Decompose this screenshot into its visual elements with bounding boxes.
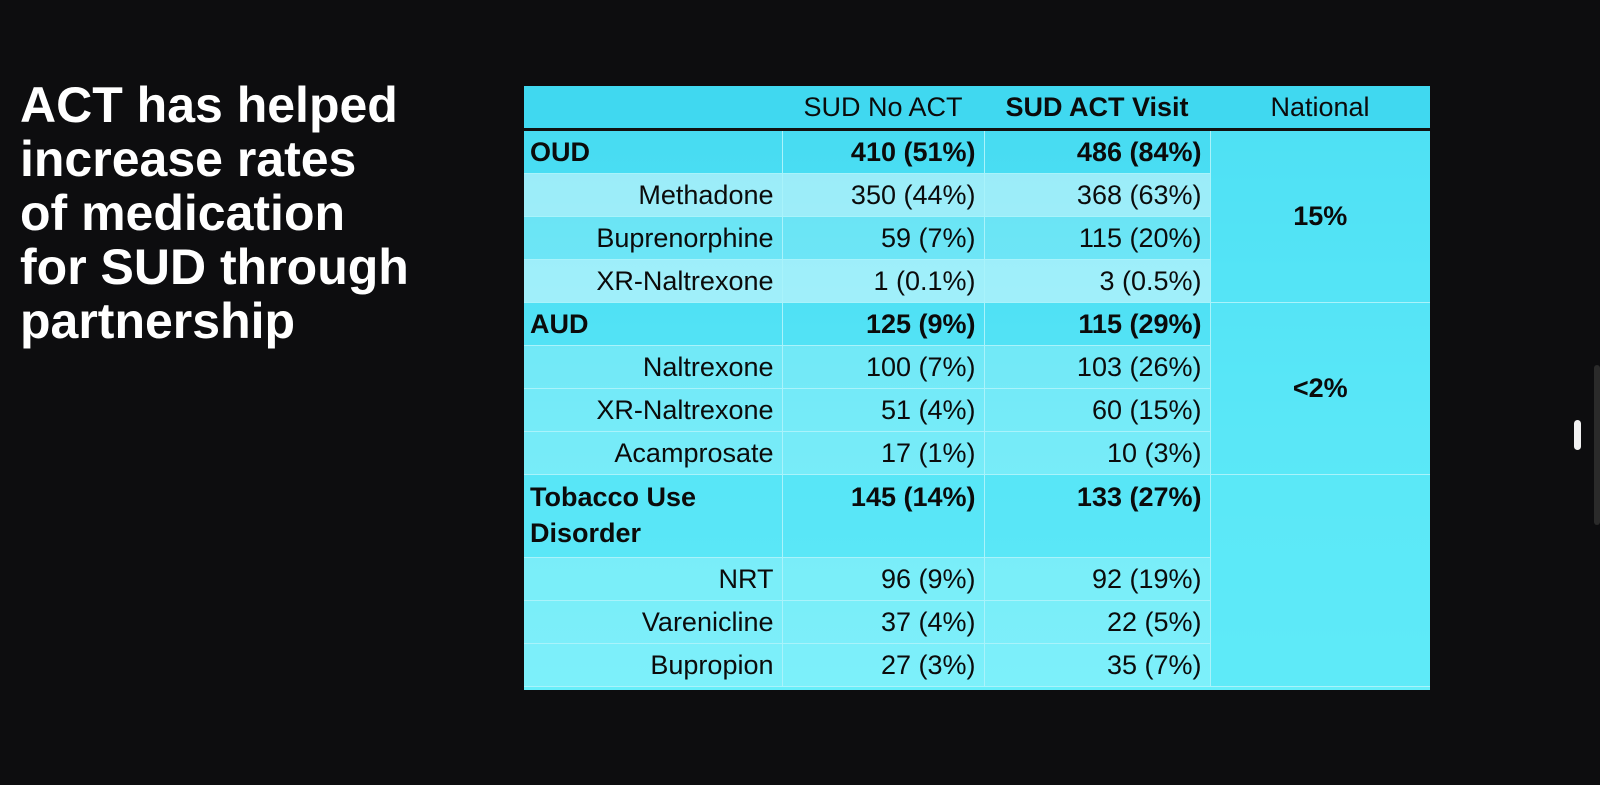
medication-label: NRT bbox=[524, 557, 783, 601]
scrollbar-track[interactable] bbox=[1594, 365, 1600, 525]
table-row-tobacco: Tobacco Use Disorder 145 (14%) 133 (27%) bbox=[524, 474, 1430, 687]
medication-label: XR-Naltrexone bbox=[524, 259, 783, 303]
value-act-visit: 133 (27%) bbox=[984, 474, 1211, 558]
value-act-visit: 10 (3%) bbox=[984, 431, 1211, 475]
value-act-visit: 35 (7%) bbox=[984, 643, 1211, 687]
value-no-act: 1 (0.1%) bbox=[782, 259, 985, 303]
medication-rates-table: SUD No ACT SUD ACT Visit National OUD 41… bbox=[524, 86, 1430, 687]
medication-rates-table-container: SUD No ACT SUD ACT Visit National OUD 41… bbox=[524, 86, 1430, 690]
value-national: 15% bbox=[1210, 129, 1430, 303]
headline-line: for SUD through bbox=[20, 239, 409, 295]
value-no-act: 27 (3%) bbox=[782, 643, 985, 687]
header-blank bbox=[524, 86, 782, 131]
value-act-visit: 486 (84%) bbox=[984, 129, 1211, 174]
headline-line: of medication bbox=[20, 185, 346, 241]
headline-line: increase rates bbox=[20, 131, 357, 187]
header-sud-no-act: SUD No ACT bbox=[782, 86, 984, 131]
medication-label: Methadone bbox=[524, 173, 783, 217]
value-no-act: 350 (44%) bbox=[782, 173, 985, 217]
value-no-act: 96 (9%) bbox=[782, 557, 985, 601]
value-act-visit: 115 (20%) bbox=[984, 216, 1211, 260]
table-row-aud: AUD 125 (9%) 115 (29%) <2% bbox=[524, 302, 1430, 475]
value-act-visit: 3 (0.5%) bbox=[984, 259, 1211, 303]
table-row: Acamprosate 17 (1%) 10 (3%) bbox=[524, 431, 1430, 475]
table-row-oud: OUD 410 (51%) 486 (84%) 15% bbox=[524, 129, 1430, 303]
table-row: Buprenorphine 59 (7%) 115 (20%) bbox=[524, 216, 1430, 260]
value-act-visit: 92 (19%) bbox=[984, 557, 1211, 601]
value-act-visit: 115 (29%) bbox=[984, 302, 1211, 346]
header-national: National bbox=[1210, 86, 1430, 131]
headline-line: ACT has helped bbox=[20, 77, 398, 133]
table-row: XR-Naltrexone 1 (0.1%) 3 (0.5%) bbox=[524, 259, 1430, 303]
table-header-row: SUD No ACT SUD ACT Visit National bbox=[524, 86, 1430, 131]
medication-label: XR-Naltrexone bbox=[524, 388, 783, 432]
category-label: OUD bbox=[524, 129, 783, 174]
medication-label: Acamprosate bbox=[524, 431, 783, 475]
value-no-act: 100 (7%) bbox=[782, 345, 985, 389]
value-no-act: 410 (51%) bbox=[782, 129, 985, 174]
headline-line: partnership bbox=[20, 293, 296, 349]
value-act-visit: 368 (63%) bbox=[984, 173, 1211, 217]
medication-label: Bupropion bbox=[524, 643, 783, 687]
value-no-act: 51 (4%) bbox=[782, 388, 985, 432]
scrollbar-handle[interactable] bbox=[1574, 420, 1581, 450]
value-act-visit: 60 (15%) bbox=[984, 388, 1211, 432]
slide-headline: ACT has helped increase rates of medicat… bbox=[20, 78, 490, 348]
table-row: Bupropion 27 (3%) 35 (7%) bbox=[524, 643, 1430, 687]
value-act-visit: 22 (5%) bbox=[984, 600, 1211, 644]
category-label: Tobacco Use Disorder bbox=[524, 474, 783, 558]
table-row: NRT 96 (9%) 92 (19%) bbox=[524, 557, 1430, 601]
value-no-act: 125 (9%) bbox=[782, 302, 985, 346]
table-row: Varenicline 37 (4%) 22 (5%) bbox=[524, 600, 1430, 644]
value-no-act: 59 (7%) bbox=[782, 216, 985, 260]
value-no-act: 145 (14%) bbox=[782, 474, 985, 558]
value-no-act: 37 (4%) bbox=[782, 600, 985, 644]
category-label: AUD bbox=[524, 302, 783, 346]
table-row: Methadone 350 (44%) 368 (63%) bbox=[524, 173, 1430, 217]
value-no-act: 17 (1%) bbox=[782, 431, 985, 475]
value-act-visit: 103 (26%) bbox=[984, 345, 1211, 389]
table-row: Naltrexone 100 (7%) 103 (26%) bbox=[524, 345, 1430, 389]
medication-label: Naltrexone bbox=[524, 345, 783, 389]
table-row: XR-Naltrexone 51 (4%) 60 (15%) bbox=[524, 388, 1430, 432]
medication-label: Varenicline bbox=[524, 600, 783, 644]
value-national bbox=[1210, 474, 1430, 687]
header-sud-act-visit: SUD ACT Visit bbox=[984, 86, 1210, 131]
medication-label: Buprenorphine bbox=[524, 216, 783, 260]
value-national: <2% bbox=[1210, 302, 1430, 475]
